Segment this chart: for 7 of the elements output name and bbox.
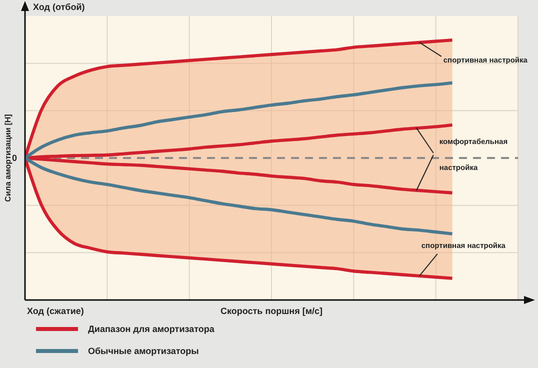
legend-label: Диапазон для амортизатора — [88, 324, 214, 334]
x-axis-title: Скорость поршня [м/с] — [220, 306, 322, 316]
legend-label: Обычные амортизаторы — [88, 346, 199, 356]
text: Ход (сжатие) — [27, 306, 84, 316]
text: Ход (отбой) — [33, 2, 85, 12]
ref-line-label: 0 — [12, 153, 17, 164]
y-axis-title: Сила амортизации [Н] — [4, 114, 12, 202]
